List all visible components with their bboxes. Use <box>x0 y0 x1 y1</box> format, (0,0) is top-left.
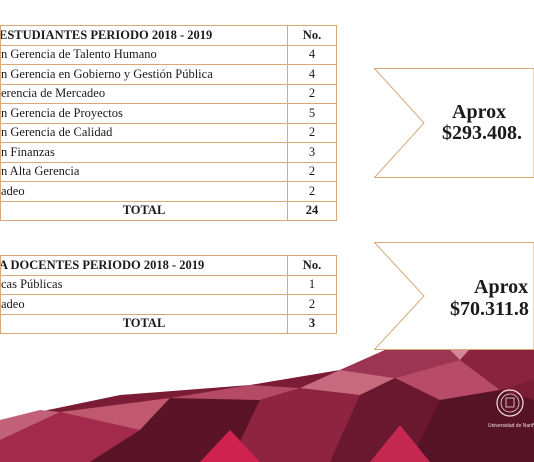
table-header-count: No. <box>287 255 337 276</box>
table-cell-label: erencia de Mercadeo <box>0 83 288 104</box>
table-row: n Gerencia de Talento Humano 4 <box>0 44 337 65</box>
table-row: n Finanzas 3 <box>0 142 337 163</box>
table-cell-label: n Gerencia de Calidad <box>0 122 288 143</box>
table-cell-count: 1 <box>287 274 337 295</box>
table-cell-label: cas Públicas <box>0 274 288 295</box>
university-seal-icon <box>496 389 524 417</box>
table-total-row: TOTAL 24 <box>0 200 337 221</box>
table-row: cas Públicas 1 <box>0 274 337 295</box>
banner-arrow-shape <box>373 242 534 350</box>
banner-line2: $70.311.8 <box>450 298 529 320</box>
table-total-count: 24 <box>287 200 337 221</box>
table-cell-label: n Gerencia en Gobierno y Gestión Pública <box>0 64 288 85</box>
table-cell-count: 5 <box>287 103 337 124</box>
university-name: Universidad de Nariño <box>488 423 534 429</box>
table-row: n Gerencia en Gobierno y Gestión Pública… <box>0 64 337 85</box>
table-cell-label: adeo <box>0 181 288 202</box>
table-cell-label: n Alta Gerencia <box>0 161 288 182</box>
banner-line1: Aprox <box>474 276 529 298</box>
table-cell-count: 2 <box>287 122 337 143</box>
table-cell-count: 2 <box>287 161 337 182</box>
table-total-row: TOTAL 3 <box>0 313 337 334</box>
table-cell-label: adeo <box>0 294 288 315</box>
table-cell-count: 2 <box>287 181 337 202</box>
table-row: n Alta Gerencia 2 <box>0 161 337 182</box>
table-row: adeo 2 <box>0 294 337 315</box>
table-cell-label: n Finanzas <box>0 142 288 163</box>
teachers-amount-banner: Aprox $70.311.8 <box>373 242 534 350</box>
table-cell-count: 3 <box>287 142 337 163</box>
table-header-title: ESTUDIANTES PERIODO 2018 - 2019 <box>0 25 288 46</box>
table-cell-count: 4 <box>287 64 337 85</box>
banner-line2: $293.408. <box>442 122 522 144</box>
table-total-label: TOTAL <box>0 313 288 334</box>
table-cell-count: 2 <box>287 83 337 104</box>
table-total-count: 3 <box>287 313 337 334</box>
table-row: erencia de Mercadeo 2 <box>0 83 337 104</box>
table-header-title: A DOCENTES PERIODO 2018 - 2019 <box>0 255 288 276</box>
students-amount-banner: Aprox $293.408. <box>373 68 534 178</box>
banner-arrow-shape <box>373 68 534 178</box>
table-header-row: A DOCENTES PERIODO 2018 - 2019 No. <box>0 255 337 276</box>
students-table: ESTUDIANTES PERIODO 2018 - 2019 No. n Ge… <box>0 25 337 221</box>
table-header-row: ESTUDIANTES PERIODO 2018 - 2019 No. <box>0 25 337 46</box>
table-row: n Gerencia de Calidad 2 <box>0 122 337 143</box>
table-cell-count: 2 <box>287 294 337 315</box>
table-row: adeo 2 <box>0 181 337 202</box>
table-cell-count: 4 <box>287 44 337 65</box>
table-cell-label: n Gerencia de Proyectos <box>0 103 288 124</box>
banner-line1: Aprox <box>452 101 507 123</box>
table-header-count: No. <box>287 25 337 46</box>
university-logo: Universidad de Nariño <box>488 388 534 434</box>
table-row: n Gerencia de Proyectos 5 <box>0 103 337 124</box>
table-cell-label: n Gerencia de Talento Humano <box>0 44 288 65</box>
teachers-table: A DOCENTES PERIODO 2018 - 2019 No. cas P… <box>0 255 337 334</box>
table-total-label: TOTAL <box>0 200 288 221</box>
